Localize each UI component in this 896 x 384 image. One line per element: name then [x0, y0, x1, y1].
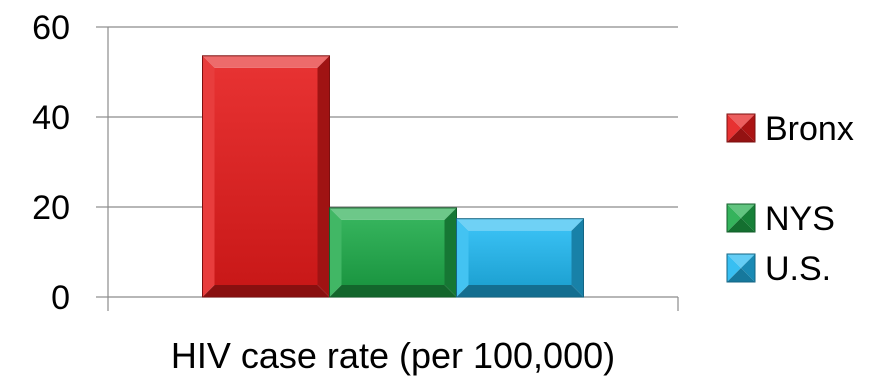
y-tick-label: 60: [32, 9, 70, 47]
y-tick-label: 20: [32, 189, 70, 227]
legend-swatch: [726, 113, 756, 143]
legend-label: U.S.: [765, 250, 831, 288]
legend-label: Bronx: [765, 110, 854, 148]
legend-swatch: [726, 203, 756, 233]
legend: Bronx NYS U.S.: [726, 110, 854, 288]
gridlines: [108, 26, 678, 208]
bar-nys: [329, 207, 457, 298]
legend-swatch: [726, 253, 756, 283]
bar-bronx: [202, 55, 330, 298]
legend-item-bronx: Bronx: [726, 110, 854, 148]
y-tick-label: 0: [51, 279, 70, 317]
legend-item-u-s: U.S.: [726, 250, 831, 288]
legend-label: NYS: [765, 200, 835, 238]
bars: [202, 55, 584, 298]
y-axis-ticks: 0 20 40 60: [32, 9, 108, 317]
bar-u-s: [456, 218, 584, 298]
x-axis-label: HIV case rate (per 100,000): [171, 335, 615, 376]
legend-item-nys: NYS: [726, 200, 835, 238]
y-tick-label: 40: [32, 99, 70, 137]
